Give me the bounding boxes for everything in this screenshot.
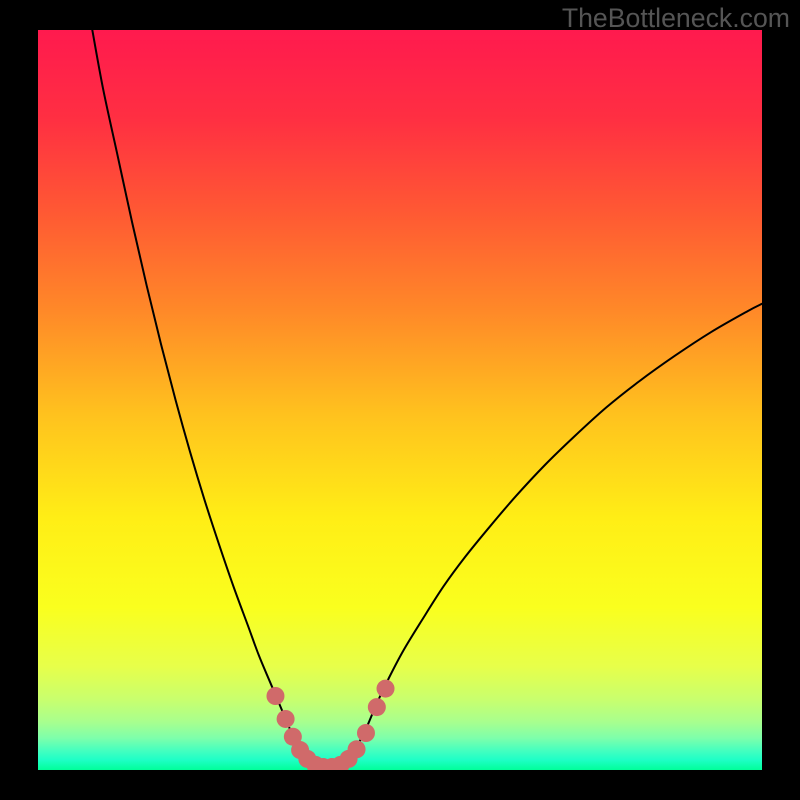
curve-marker (348, 740, 366, 758)
curve-marker (377, 680, 395, 698)
curve-marker (368, 698, 386, 716)
curve-marker (277, 710, 295, 728)
plot-gradient-area (38, 30, 762, 770)
chart-container: TheBottleneck.com (0, 0, 800, 800)
curve-marker (266, 687, 284, 705)
bottleneck-chart (0, 0, 800, 800)
curve-marker (357, 724, 375, 742)
watermark-text: TheBottleneck.com (562, 3, 790, 34)
